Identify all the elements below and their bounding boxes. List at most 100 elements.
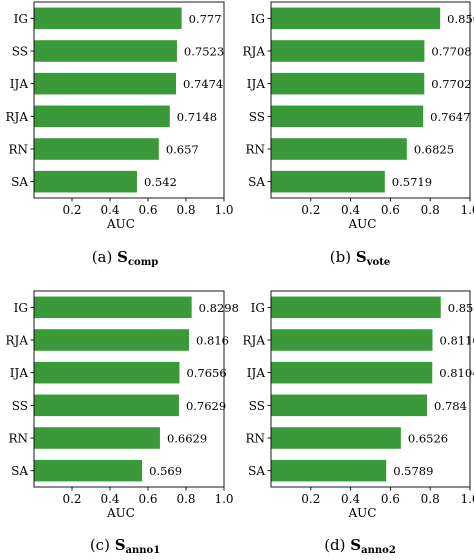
x-tick-label: 0.6 [381, 492, 400, 506]
category-label: SA [11, 175, 28, 189]
axes-frame [270, 290, 471, 488]
x-tick-label: 0.2 [62, 492, 81, 506]
axes-frame [33, 1, 225, 199]
panel-caption: (a) Scomp [92, 248, 159, 268]
data-label: 0.7629 [186, 399, 226, 413]
x-tick-label: 0.8 [176, 492, 195, 506]
category-label: RN [245, 143, 265, 157]
data-label: 0.8298 [199, 301, 239, 315]
x-tick-label: 0.8 [176, 203, 195, 217]
bar-rn [271, 427, 401, 449]
data-label: 0.7647 [430, 110, 470, 124]
category-label: IJA [247, 366, 266, 380]
bar-ig [271, 296, 441, 319]
category-label: IJA [247, 77, 266, 91]
chart-panel-1: IG 0.777 SS 0.7523 IJA 0.7474 RJA 0.7148 RN 0.657… [5, 1, 234, 268]
bar-ija [271, 361, 433, 384]
bar-sa [271, 459, 387, 482]
category-label: SA [11, 464, 28, 478]
data-label: 0.5719 [392, 175, 432, 189]
x-tick-label: 0.2 [301, 492, 320, 506]
data-label: 0.8501 [447, 12, 474, 26]
bar-rja [271, 40, 425, 62]
data-label: 0.569 [149, 464, 182, 478]
x-axis-label: AUC [348, 217, 377, 231]
data-label: 0.657 [166, 143, 199, 157]
bar-ig [271, 7, 441, 30]
category-label: IG [14, 12, 28, 26]
panel-caption: (c) Sanno1 [90, 536, 160, 556]
data-label: 0.777 [189, 12, 222, 26]
x-tick-label: 0.4 [100, 203, 119, 217]
category-label: RN [245, 432, 265, 446]
data-label: 0.6629 [167, 432, 207, 446]
category-label: IG [14, 301, 28, 315]
data-label: 0.7523 [184, 45, 224, 59]
data-label: 0.7656 [186, 366, 226, 380]
category-label: RN [8, 143, 28, 157]
category-label: IJA [10, 77, 29, 91]
category-label: RJA [5, 110, 28, 124]
x-tick-label: 0.6 [138, 203, 157, 217]
x-tick-label: 0.6 [138, 492, 157, 506]
data-label: 0.784 [434, 399, 467, 413]
category-label: SS [12, 45, 28, 59]
category-label: SS [249, 399, 265, 413]
bar-rja [34, 329, 190, 351]
data-label: 0.542 [144, 175, 177, 189]
x-tick-label: 0.4 [100, 492, 119, 506]
data-label: 0.7474 [183, 77, 223, 91]
data-label: 0.7148 [177, 110, 217, 124]
x-tick-label: 0.4 [341, 492, 360, 506]
data-label: 0.5789 [393, 464, 433, 478]
data-label: 0.816 [196, 334, 229, 348]
bar-ija [34, 72, 177, 95]
category-label: RJA [242, 45, 265, 59]
bar-ss [34, 40, 177, 62]
category-label: RN [8, 432, 28, 446]
axes-frame [33, 290, 225, 488]
bar-sa [34, 459, 143, 482]
x-tick-label: 1.0 [214, 492, 233, 506]
data-label: 0.6825 [414, 143, 454, 157]
category-label: IJA [10, 366, 29, 380]
category-label: SA [248, 175, 265, 189]
x-tick-label: 0.8 [421, 492, 440, 506]
x-tick-label: 0.2 [62, 203, 81, 217]
chart-panel-2: IG 0.8501 RJA 0.7708 IJA 0.7702 SS 0.7647 RN 0.68… [242, 1, 474, 268]
category-label: IG [251, 301, 265, 315]
category-label: SA [248, 464, 265, 478]
x-tick-label: 1.0 [460, 492, 474, 506]
bar-ig [34, 7, 182, 30]
data-label: 0.7702 [431, 77, 471, 91]
bar-rja [34, 105, 170, 128]
bar-rn [34, 427, 160, 449]
x-tick-label: 1.0 [214, 203, 233, 217]
data-label: 0.853 [448, 301, 474, 315]
panel-caption: (b) Svote [330, 248, 390, 268]
x-tick-label: 0.8 [421, 203, 440, 217]
data-label: 0.7708 [431, 45, 471, 59]
chart-panel-4: IG 0.853 RJA 0.8116 IJA 0.8104 SS 0.784 RN 0.6526… [242, 290, 474, 556]
bar-sa [34, 170, 137, 193]
x-axis-label: AUC [106, 506, 135, 520]
data-label: 0.6526 [408, 432, 448, 446]
category-label: RJA [5, 334, 28, 348]
bar-rn [34, 138, 159, 160]
x-tick-label: 1.0 [460, 203, 474, 217]
x-tick-label: 0.6 [381, 203, 400, 217]
data-label: 0.8104 [439, 366, 474, 380]
bar-ija [34, 361, 180, 384]
bar-ss [271, 105, 424, 128]
x-axis-label: AUC [348, 506, 377, 520]
x-tick-label: 0.4 [341, 203, 360, 217]
bar-ss [34, 394, 179, 417]
x-axis-label: AUC [106, 217, 135, 231]
x-tick-label: 0.2 [301, 203, 320, 217]
bar-ija [271, 72, 425, 95]
bar-ig [34, 296, 192, 319]
chart-panel-3: IG 0.8298 RJA 0.816 IJA 0.7656 SS 0.7629 RN 0.662… [5, 290, 239, 556]
axes-frame [270, 1, 471, 199]
